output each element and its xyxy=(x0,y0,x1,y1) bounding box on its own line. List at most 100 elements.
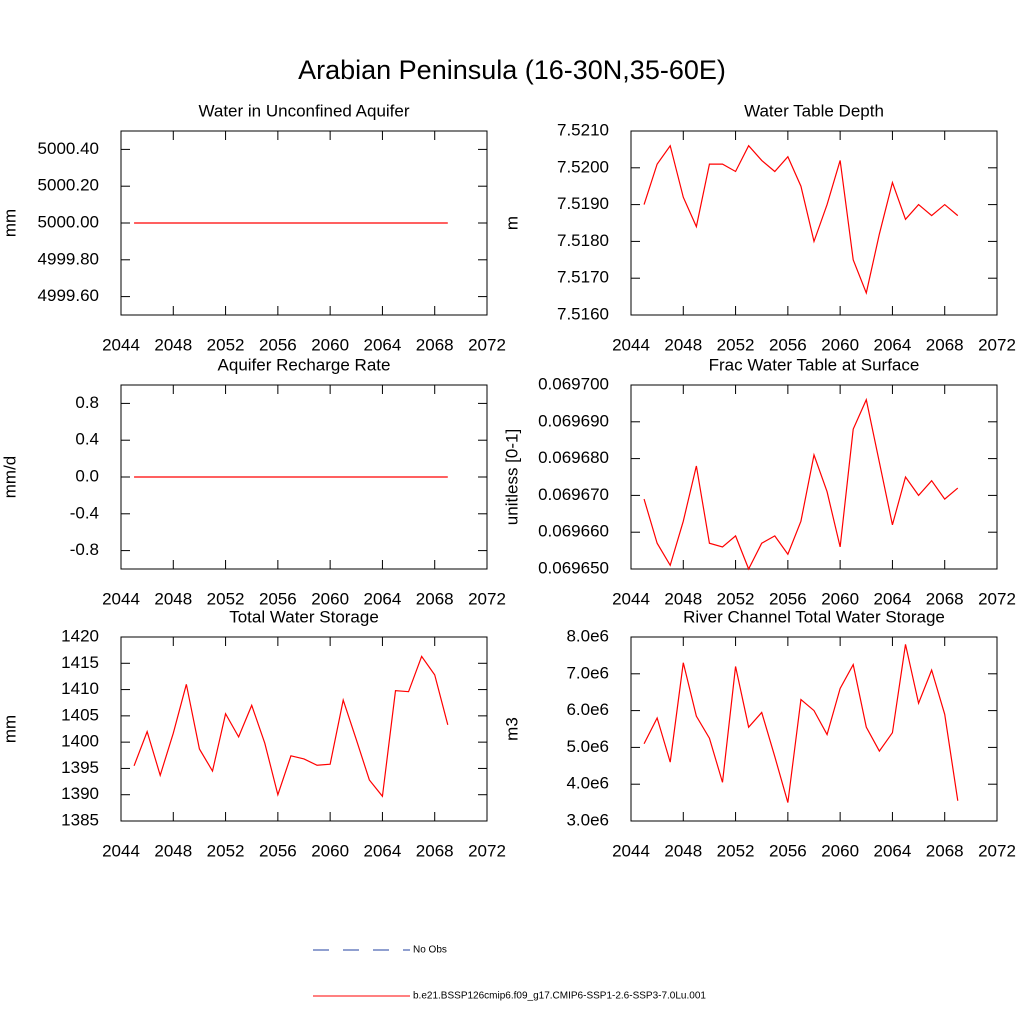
x-tick-label: 2072 xyxy=(978,335,1016,354)
y-axis-label: mm xyxy=(0,209,19,237)
y-tick-label: 0.069680 xyxy=(538,448,609,467)
y-tick-label: 0.0 xyxy=(75,466,99,485)
x-tick-label: 2048 xyxy=(154,335,192,354)
panel-title: River Channel Total Water Storage xyxy=(683,607,945,626)
x-tick-label: 2072 xyxy=(468,841,506,860)
x-tick-label: 2060 xyxy=(311,335,349,354)
y-tick-label: 1405 xyxy=(61,705,99,724)
x-tick-label: 2052 xyxy=(207,335,245,354)
y-tick-label: 7.5200 xyxy=(557,157,609,176)
y-tick-label: 0.069660 xyxy=(538,522,609,541)
panel-title: Water in Unconfined Aquifer xyxy=(198,101,409,120)
y-tick-label: 1400 xyxy=(61,732,99,751)
y-tick-label: 5000.00 xyxy=(38,212,99,231)
y-tick-label: 1385 xyxy=(61,810,99,829)
plot-frame xyxy=(120,636,488,822)
y-tick-label: 7.5160 xyxy=(557,304,609,323)
x-tick-label: 2068 xyxy=(926,589,964,608)
x-tick-label: 2056 xyxy=(769,589,807,608)
x-tick-label: 2056 xyxy=(259,589,297,608)
x-tick-label: 2060 xyxy=(821,841,859,860)
y-tick-label: 1420 xyxy=(61,626,99,645)
y-tick-label: 4999.60 xyxy=(38,286,99,305)
x-tick-label: 2052 xyxy=(207,589,245,608)
x-tick-label: 2064 xyxy=(874,841,912,860)
y-tick-label: 5000.20 xyxy=(38,176,99,195)
x-tick-label: 2048 xyxy=(154,589,192,608)
x-tick-label: 2052 xyxy=(717,589,755,608)
data-line xyxy=(643,397,959,571)
y-tick-label: 8.0e6 xyxy=(566,626,609,645)
x-tick-label: 2060 xyxy=(311,841,349,860)
x-tick-label: 2044 xyxy=(102,335,140,354)
x-tick-label: 2056 xyxy=(259,841,297,860)
x-tick-label: 2056 xyxy=(259,335,297,354)
x-tick-label: 2052 xyxy=(717,335,755,354)
y-tick-label: 7.5180 xyxy=(557,231,609,250)
y-tick-label: -0.4 xyxy=(70,503,99,522)
y-tick-label: 0.069670 xyxy=(538,485,609,504)
x-tick-label: 2060 xyxy=(821,589,859,608)
x-tick-label: 2044 xyxy=(102,589,140,608)
x-tick-label: 2068 xyxy=(416,335,454,354)
x-tick-label: 2064 xyxy=(364,589,402,608)
panel-title: Water Table Depth xyxy=(744,101,884,120)
data-line xyxy=(643,644,959,803)
y-tick-label: 0.069690 xyxy=(538,411,609,430)
legend-label: No Obs xyxy=(413,945,447,956)
plot-frame xyxy=(630,636,998,822)
x-tick-label: 2044 xyxy=(612,841,650,860)
x-tick-label: 2064 xyxy=(874,335,912,354)
y-tick-label: 1415 xyxy=(61,653,99,672)
legend-label: b.e21.BSSP126cmip6.f09_g17.CMIP6-SSP1-2.… xyxy=(413,991,706,1002)
y-axis-label: mm/d xyxy=(0,456,19,499)
x-tick-label: 2064 xyxy=(874,589,912,608)
x-tick-label: 2056 xyxy=(769,335,807,354)
y-tick-label: 5000.40 xyxy=(38,139,99,158)
x-tick-label: 2044 xyxy=(102,841,140,860)
x-tick-label: 2064 xyxy=(364,841,402,860)
x-tick-label: 2072 xyxy=(468,589,506,608)
y-tick-label: 1390 xyxy=(61,784,99,803)
y-tick-label: 7.5170 xyxy=(557,268,609,287)
x-tick-label: 2044 xyxy=(612,589,650,608)
x-tick-label: 2072 xyxy=(468,335,506,354)
x-tick-label: 2056 xyxy=(769,841,807,860)
y-tick-label: 0.4 xyxy=(75,430,99,449)
plot-frame xyxy=(630,384,998,570)
y-tick-label: 1410 xyxy=(61,679,99,698)
x-tick-label: 2072 xyxy=(978,589,1016,608)
x-tick-label: 2048 xyxy=(664,335,702,354)
plot-frame xyxy=(630,130,998,316)
y-tick-label: 0.069650 xyxy=(538,558,609,577)
y-tick-label: 4999.80 xyxy=(38,249,99,268)
panel-title: Total Water Storage xyxy=(229,607,379,626)
x-tick-label: 2064 xyxy=(364,335,402,354)
x-tick-label: 2048 xyxy=(664,841,702,860)
y-tick-label: 4.0e6 xyxy=(566,774,609,793)
figure-title: Arabian Peninsula (16-30N,35-60E) xyxy=(298,55,726,85)
x-tick-label: 2068 xyxy=(926,335,964,354)
x-tick-label: 2060 xyxy=(821,335,859,354)
panel-title: Frac Water Table at Surface xyxy=(709,355,920,374)
x-tick-label: 2060 xyxy=(311,589,349,608)
y-tick-label: 7.5210 xyxy=(557,120,609,139)
x-tick-label: 2052 xyxy=(717,841,755,860)
y-tick-label: -0.8 xyxy=(70,540,99,559)
y-axis-label: unitless [0-1] xyxy=(502,429,521,525)
x-tick-label: 2048 xyxy=(664,589,702,608)
y-tick-label: 0.069700 xyxy=(538,374,609,393)
y-tick-label: 0.8 xyxy=(75,393,99,412)
y-tick-label: 7.0e6 xyxy=(566,663,609,682)
y-tick-label: 3.0e6 xyxy=(566,810,609,829)
x-tick-label: 2068 xyxy=(416,589,454,608)
y-axis-label: m3 xyxy=(502,717,521,741)
x-tick-label: 2068 xyxy=(926,841,964,860)
data-line xyxy=(643,144,959,295)
y-axis-label: mm xyxy=(0,715,19,743)
y-tick-label: 5.0e6 xyxy=(566,737,609,756)
x-tick-label: 2052 xyxy=(207,841,245,860)
y-tick-label: 1395 xyxy=(61,758,99,777)
x-tick-label: 2068 xyxy=(416,841,454,860)
